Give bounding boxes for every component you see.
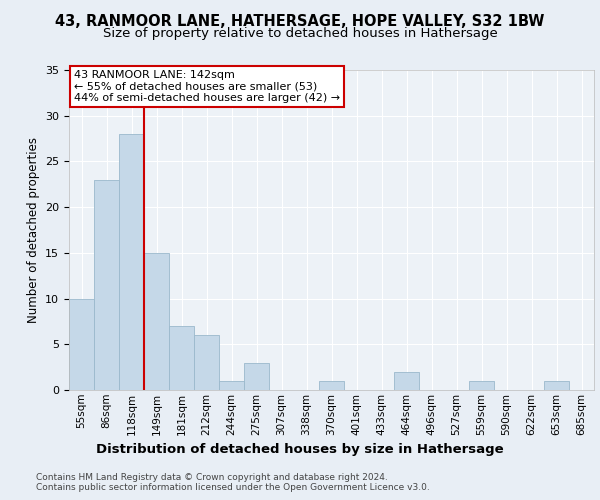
- Text: 43 RANMOOR LANE: 142sqm
← 55% of detached houses are smaller (53)
44% of semi-de: 43 RANMOOR LANE: 142sqm ← 55% of detache…: [74, 70, 340, 103]
- Bar: [94, 180, 119, 390]
- Text: Size of property relative to detached houses in Hathersage: Size of property relative to detached ho…: [103, 28, 497, 40]
- Bar: [144, 253, 169, 390]
- Bar: [394, 372, 419, 390]
- Text: Distribution of detached houses by size in Hathersage: Distribution of detached houses by size …: [96, 442, 504, 456]
- Bar: [69, 298, 94, 390]
- Bar: [169, 326, 194, 390]
- Y-axis label: Number of detached properties: Number of detached properties: [26, 137, 40, 323]
- Bar: [319, 381, 344, 390]
- Text: Contains HM Land Registry data © Crown copyright and database right 2024.
Contai: Contains HM Land Registry data © Crown c…: [36, 472, 430, 492]
- Bar: [194, 335, 219, 390]
- Bar: [469, 381, 494, 390]
- Bar: [219, 381, 244, 390]
- Bar: [119, 134, 144, 390]
- Bar: [244, 362, 269, 390]
- Bar: [544, 381, 569, 390]
- Text: 43, RANMOOR LANE, HATHERSAGE, HOPE VALLEY, S32 1BW: 43, RANMOOR LANE, HATHERSAGE, HOPE VALLE…: [55, 14, 545, 29]
